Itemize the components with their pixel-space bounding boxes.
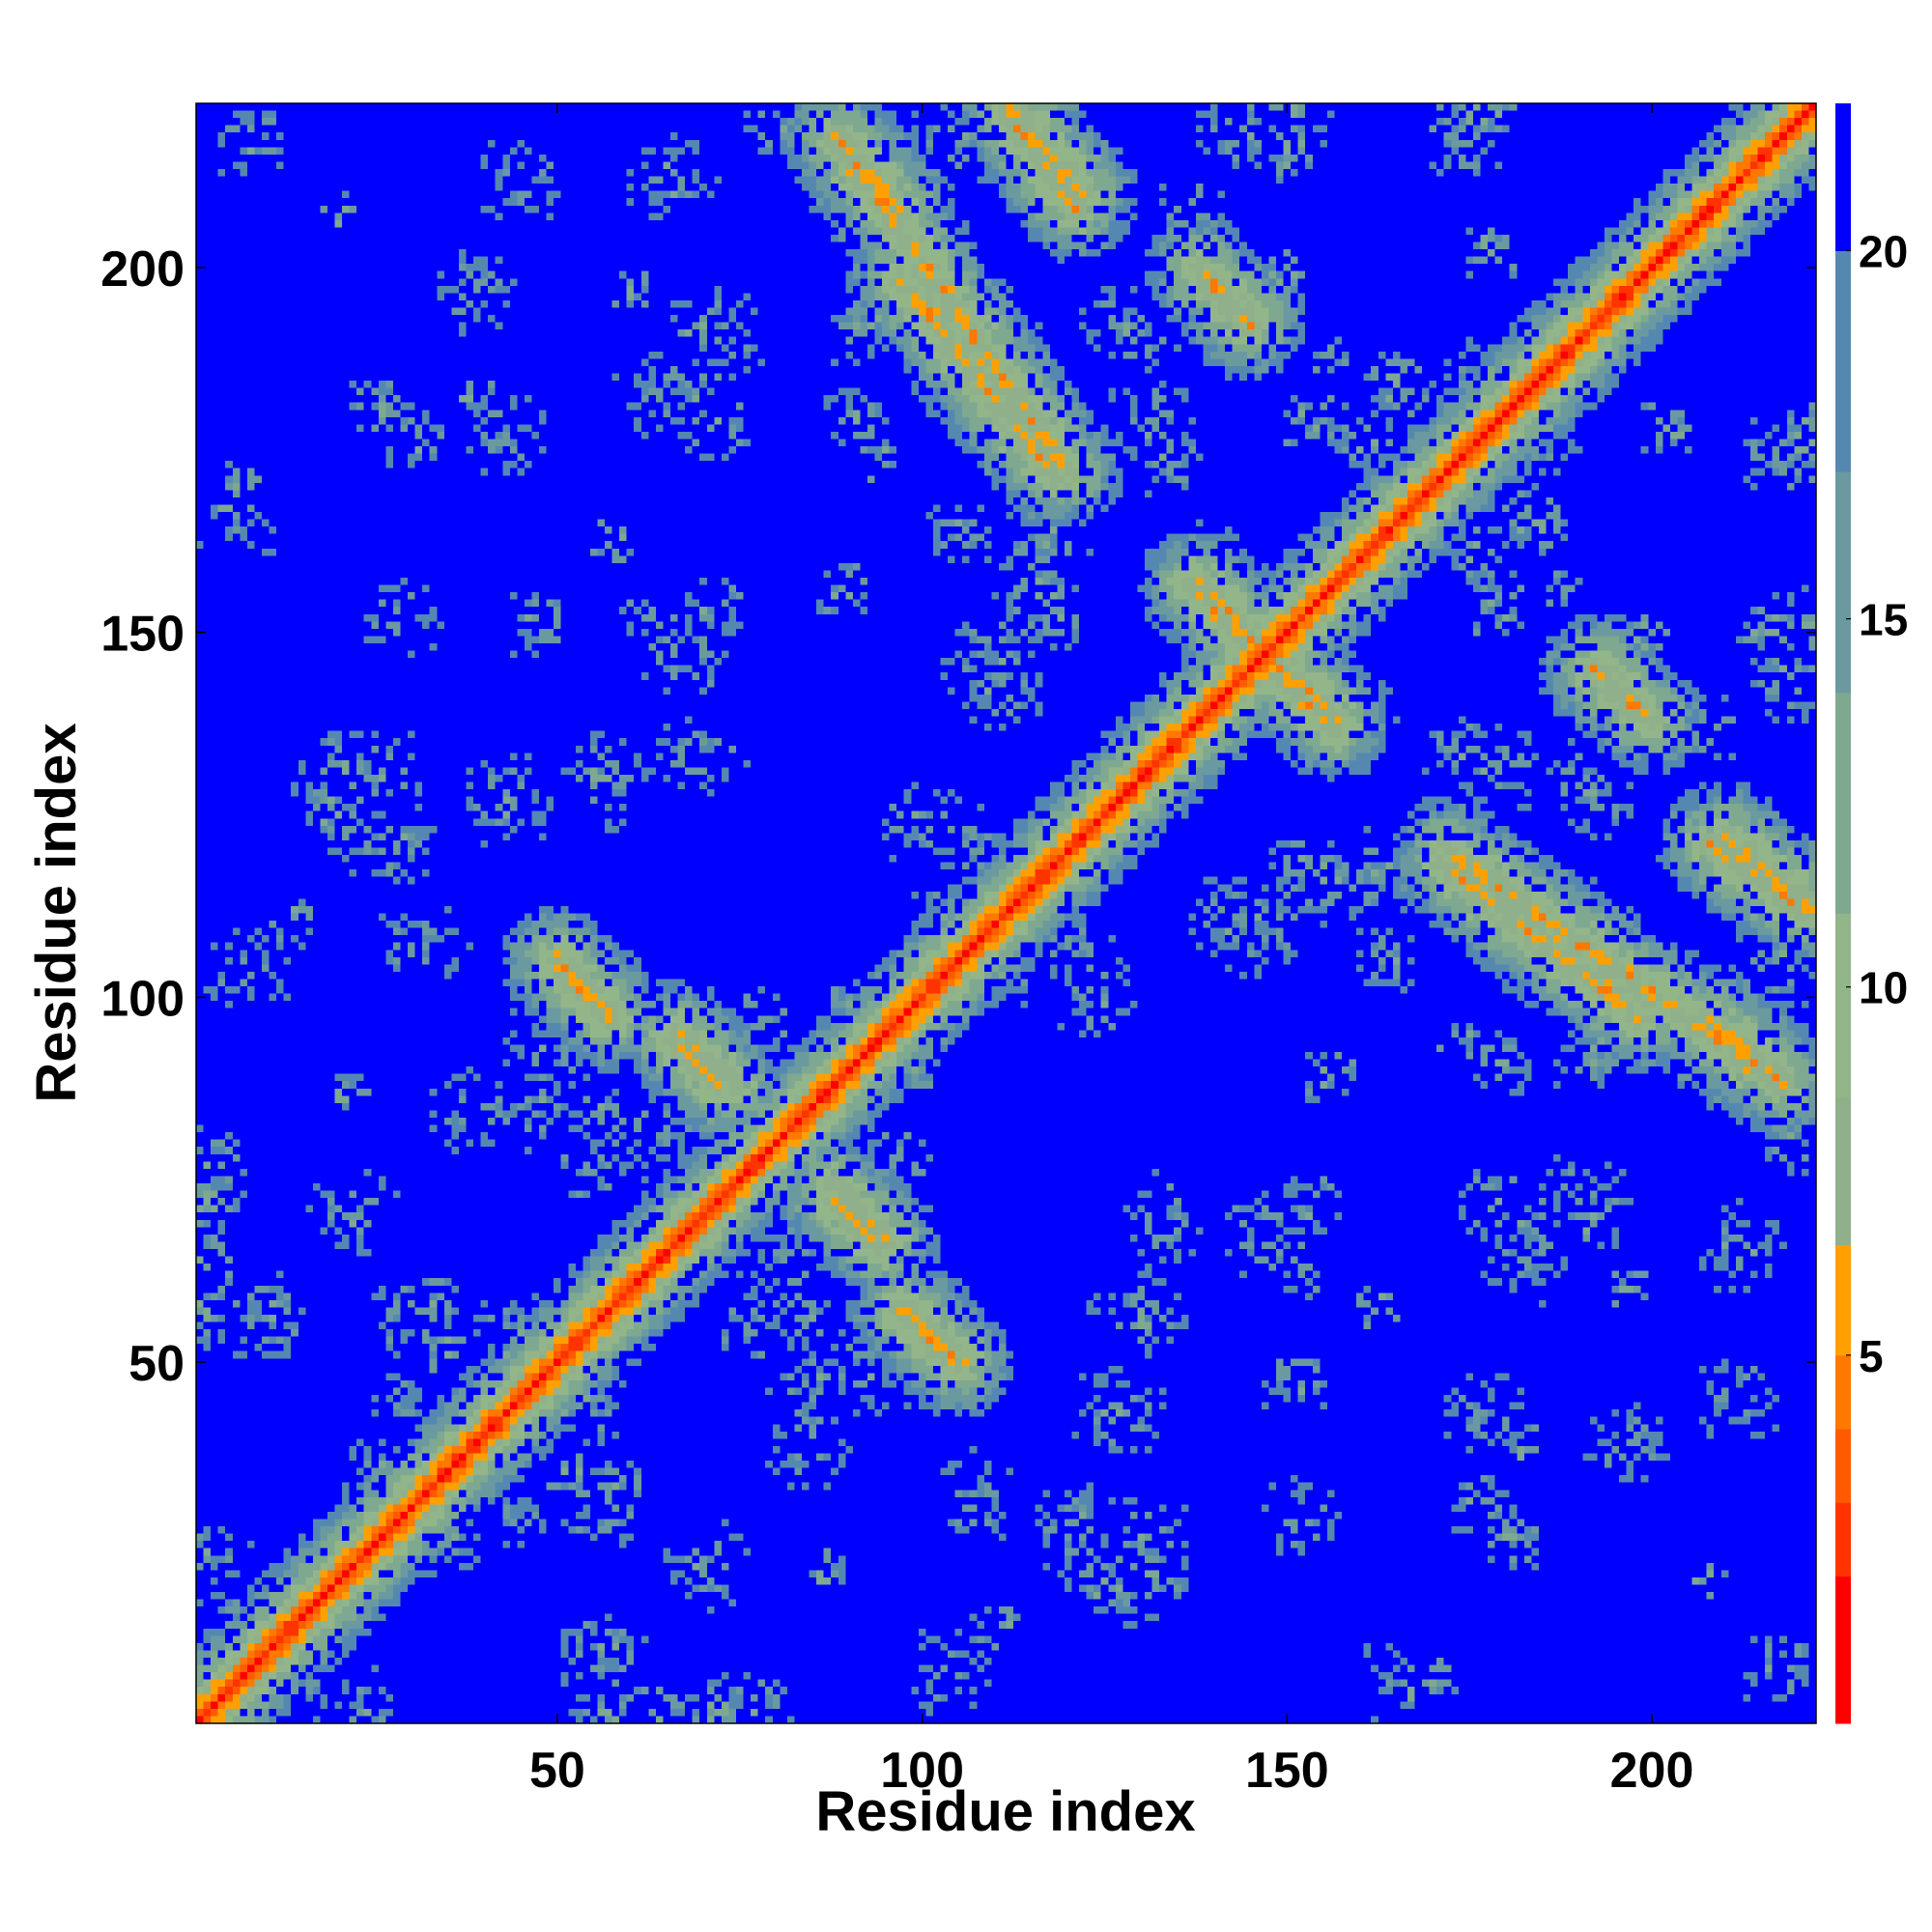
colorbar-segment xyxy=(1835,692,1851,914)
colorbar-segment xyxy=(1835,1354,1851,1430)
y-tick-label: 200 xyxy=(100,242,185,298)
plot-frame xyxy=(195,102,1817,1724)
colorbar-segment xyxy=(1835,471,1851,694)
colorbar: 5 10 15 20 xyxy=(1835,103,1908,1724)
x-axis: 50 100 150 200 xyxy=(529,103,1693,1799)
colorbar-segment xyxy=(1835,1244,1851,1356)
colorbar-segment xyxy=(1835,103,1851,251)
colorbar-tick-label: 15 xyxy=(1859,595,1908,645)
y-tick-label: 150 xyxy=(100,607,185,663)
y-tick-label: 100 xyxy=(100,971,185,1027)
x-axis-title: Residue index xyxy=(815,1780,1195,1843)
x-tick-label: 50 xyxy=(529,1743,585,1799)
colorbar-segment xyxy=(1835,1429,1851,1503)
colorbar-segment xyxy=(1835,1097,1851,1246)
colorbar-tick-label: 10 xyxy=(1859,963,1908,1013)
x-tick-label: 150 xyxy=(1245,1743,1329,1799)
x-tick-label: 100 xyxy=(880,1743,964,1799)
colorbar-tick-label: 5 xyxy=(1859,1331,1884,1381)
y-tick-label: 50 xyxy=(128,1336,185,1392)
x-tick-label: 200 xyxy=(1610,1743,1694,1799)
colorbar-segment xyxy=(1835,1502,1851,1577)
y-axis: 50 100 150 200 xyxy=(100,242,1816,1392)
colorbar-segment xyxy=(1835,913,1851,1098)
colorbar-segment xyxy=(1835,250,1851,472)
heatmap-cells xyxy=(196,103,1816,1723)
colorbar-tick-label: 20 xyxy=(1859,226,1908,276)
y-axis-title: Residue index xyxy=(25,723,88,1102)
colorbar-segment xyxy=(1835,1576,1851,1724)
